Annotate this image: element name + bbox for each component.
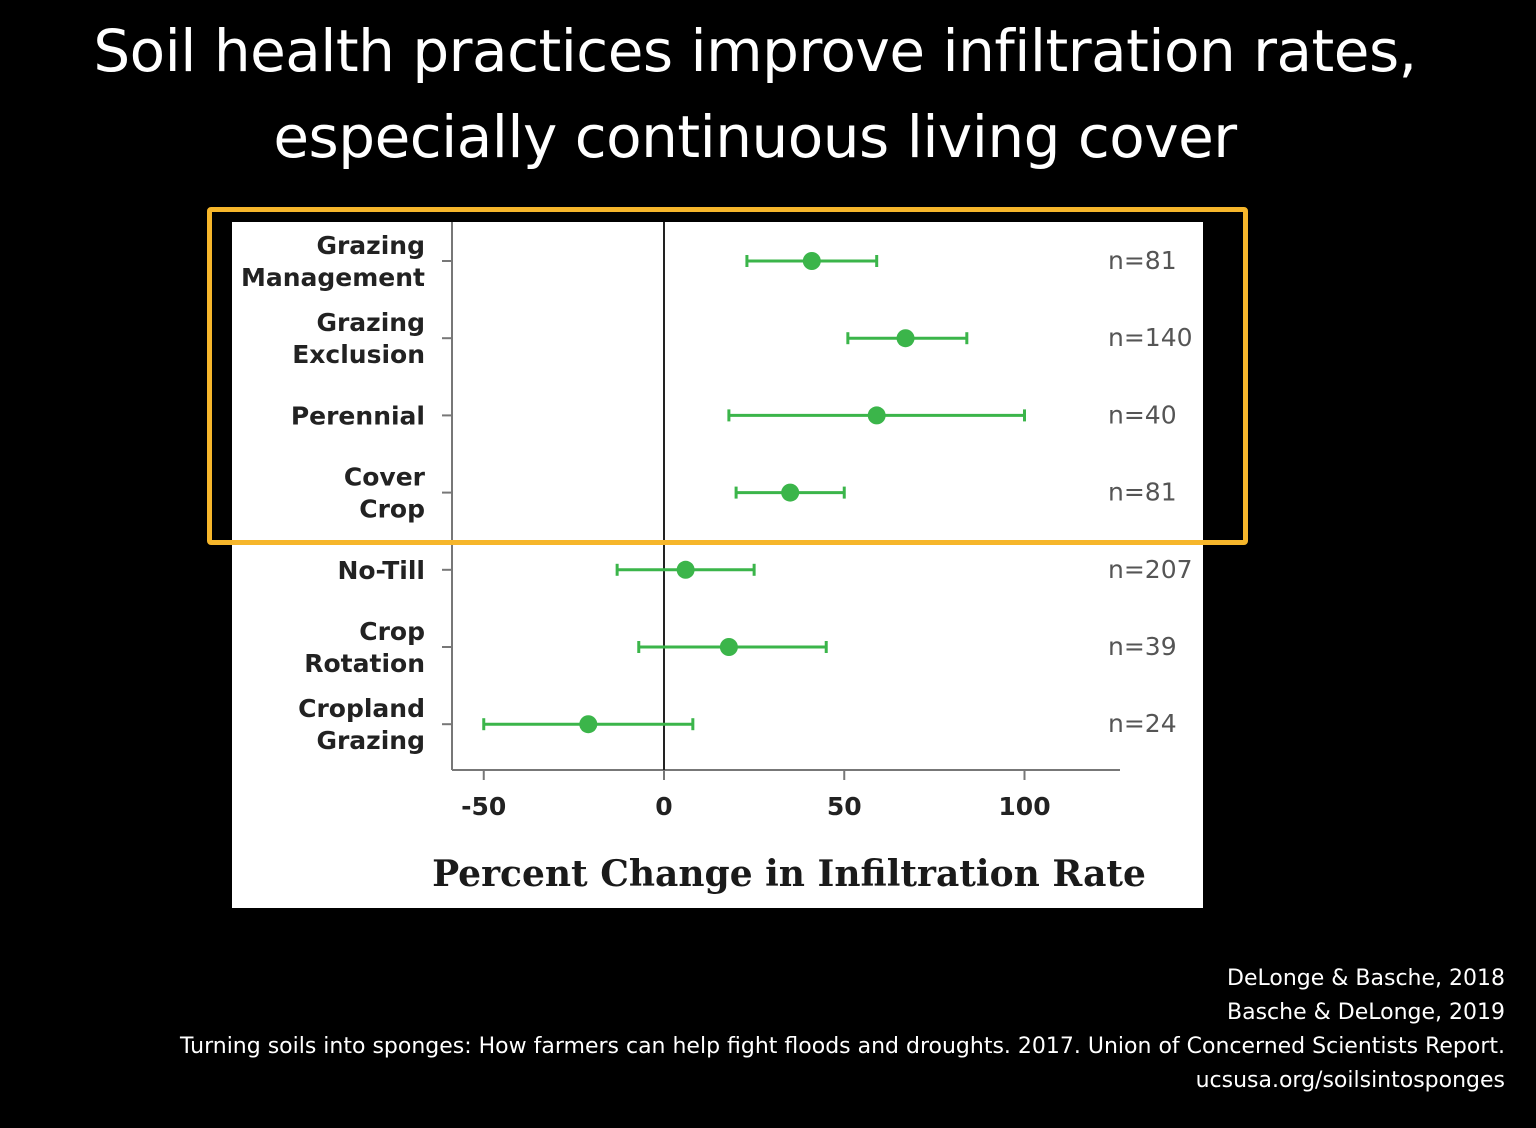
x-tick-label: 50 [827,792,862,821]
slide-title: Soil health practices improve infiltrati… [0,8,1510,180]
citations: DeLonge & Basche, 2018 Basche & DeLonge,… [180,962,1505,1098]
x-tick-label: 100 [998,792,1050,821]
sample-size-label: n=81 [1108,478,1177,507]
category-label: Grazing [316,231,425,260]
x-tick-label: -50 [461,792,506,821]
category-label: No-Till [337,556,425,585]
citation-2: Basche & DeLonge, 2019 [1227,1000,1505,1025]
category-label: Management [241,263,425,292]
sample-size-label: n=140 [1108,323,1193,352]
category-label: Rotation [304,649,425,678]
x-axis-title: Percent Change in Infiltration Rate [432,853,1146,895]
category-label: Crop [359,495,425,524]
category-label: Perennial [291,401,425,430]
sample-size-label: n=40 [1108,400,1177,429]
category-label: Grazing [316,308,425,337]
citation-3: Turning soils into sponges: How farmers … [180,1034,1505,1059]
mean-point [781,483,800,502]
category-label: Cover [344,463,426,492]
mean-point [867,406,886,425]
sample-size-label: n=39 [1108,632,1177,661]
mean-point [676,560,695,579]
citation-4: ucsusa.org/soilsintosponges [1195,1068,1505,1093]
citation-1: DeLonge & Basche, 2018 [1227,966,1505,991]
mean-point [802,252,821,270]
sample-size-label: n=81 [1108,246,1177,275]
sample-size-label: n=24 [1108,709,1177,738]
mean-point [719,638,738,656]
mean-point [896,329,915,348]
slide-title-line-1: Soil health practices improve infiltrati… [93,17,1417,85]
slide-title-line-2: especially continuous living cover [273,103,1237,171]
category-label: Crop [359,617,425,646]
category-label: Grazing [316,726,425,755]
category-label: Cropland [298,694,425,723]
category-label: Exclusion [292,340,425,369]
infiltration-forest-plot: -50 0 50 100 Percent Change in Infiltration … [241,222,1193,895]
sample-size-label: n=207 [1108,555,1193,584]
x-tick-label: 0 [655,792,672,821]
continuous-living-cover-highlight [207,207,1248,545]
chart-panel: -50 0 50 100 Percent Change in Infiltration … [232,222,1203,908]
mean-point [579,715,598,734]
